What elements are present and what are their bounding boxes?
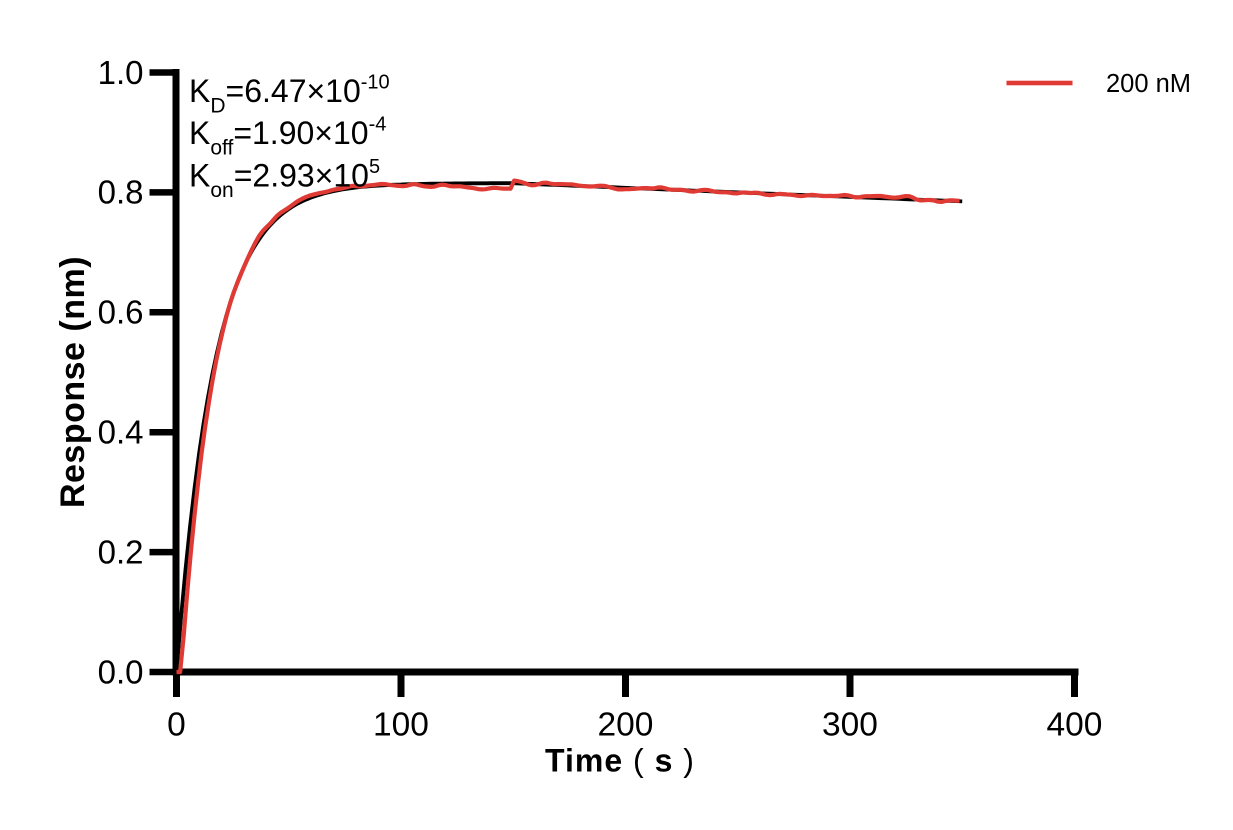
svg-text:300: 300	[822, 707, 878, 744]
svg-text:0: 0	[167, 707, 186, 744]
svg-text:1.0: 1.0	[98, 54, 144, 91]
svg-text:0.0: 0.0	[98, 653, 144, 690]
svg-text:200 nM: 200 nM	[1106, 70, 1191, 98]
svg-text:Time ( s ): Time ( s )	[545, 743, 695, 779]
svg-text:0.2: 0.2	[98, 533, 144, 570]
svg-text:0.6: 0.6	[98, 294, 144, 331]
svg-text:Response (nm): Response (nm)	[54, 256, 92, 508]
svg-text:0.4: 0.4	[98, 414, 144, 451]
svg-text:200: 200	[598, 707, 654, 744]
svg-text:0.8: 0.8	[98, 174, 144, 211]
svg-text:100: 100	[373, 707, 429, 744]
svg-text:400: 400	[1047, 707, 1103, 744]
